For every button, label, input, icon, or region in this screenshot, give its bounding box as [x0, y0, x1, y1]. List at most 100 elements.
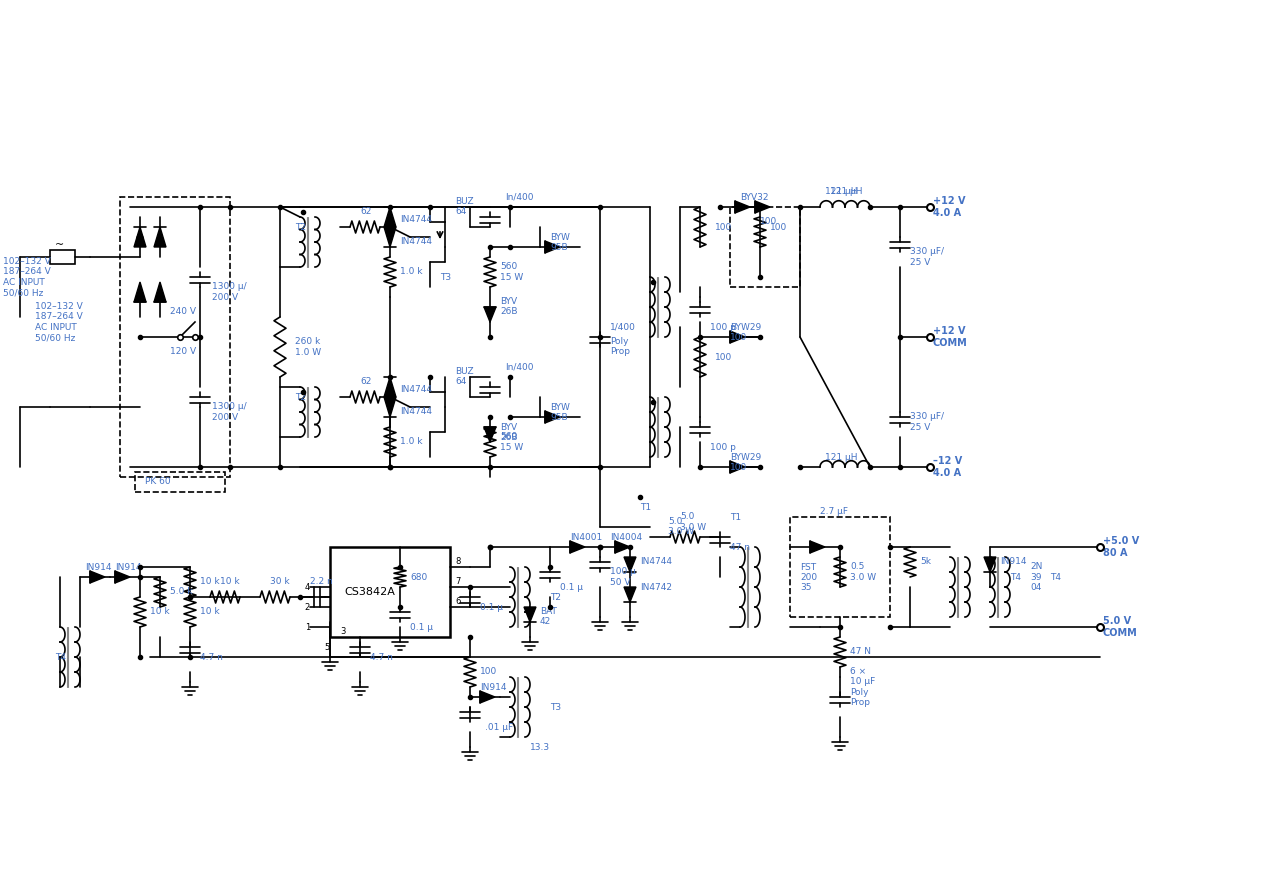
Text: 26B: 26B: [501, 308, 517, 317]
Text: 121 µH: 121 µH: [825, 453, 857, 461]
Text: 121 µH: 121 µH: [830, 188, 862, 196]
Text: 0.1 µ: 0.1 µ: [410, 623, 434, 631]
Polygon shape: [570, 541, 585, 553]
Text: 64: 64: [455, 377, 466, 387]
Text: 560
15 W: 560 15 W: [501, 262, 523, 282]
Text: 1.0 k: 1.0 k: [399, 438, 422, 446]
Polygon shape: [755, 201, 770, 213]
Polygon shape: [810, 541, 825, 553]
Text: 100 p: 100 p: [710, 323, 736, 332]
Text: CS3842A: CS3842A: [345, 587, 396, 597]
Text: BYW: BYW: [550, 232, 570, 241]
Text: BUZ: BUZ: [455, 197, 474, 206]
Text: 100: 100: [480, 667, 497, 676]
Text: 42: 42: [540, 617, 551, 626]
Text: 2: 2: [305, 602, 310, 611]
Text: Prop: Prop: [611, 347, 629, 356]
Text: 7: 7: [455, 577, 460, 587]
Text: 10 k: 10 k: [200, 608, 220, 617]
Text: 1300 µ/
200 V: 1300 µ/ 200 V: [212, 282, 246, 302]
Text: 102–132 V
187–264 V
AC INPUT
50/60 Hz: 102–132 V 187–264 V AC INPUT 50/60 Hz: [35, 302, 82, 342]
Text: IN4744: IN4744: [399, 215, 432, 224]
Text: IN914: IN914: [115, 562, 142, 572]
Polygon shape: [115, 571, 130, 583]
Text: 3: 3: [340, 628, 345, 637]
Polygon shape: [154, 227, 166, 247]
Bar: [120, 197, 230, 477]
Text: 5k: 5k: [920, 558, 932, 567]
Text: 10 k: 10 k: [220, 577, 240, 587]
Polygon shape: [731, 331, 744, 343]
Text: T3: T3: [440, 273, 451, 282]
Polygon shape: [154, 282, 166, 302]
Polygon shape: [616, 541, 629, 553]
Polygon shape: [90, 571, 105, 583]
Text: T4: T4: [1050, 573, 1060, 581]
Text: BAT: BAT: [540, 608, 557, 617]
Text: .01 µF: .01 µF: [485, 723, 513, 731]
Text: IN4744: IN4744: [399, 238, 432, 246]
Text: 1: 1: [305, 623, 310, 631]
Text: BYW: BYW: [550, 403, 570, 411]
Text: In/400: In/400: [506, 192, 533, 202]
Text: 10 k: 10 k: [150, 608, 169, 617]
Text: 8: 8: [455, 558, 460, 567]
Text: T3: T3: [550, 702, 561, 711]
Text: 6: 6: [455, 597, 460, 607]
Polygon shape: [484, 307, 495, 322]
Text: IN4742: IN4742: [640, 582, 672, 591]
Text: 4: 4: [305, 582, 310, 591]
Text: 6 ×
10 µF
Poly
Prop: 6 × 10 µF Poly Prop: [849, 667, 875, 707]
Text: PK 60: PK 60: [145, 477, 171, 487]
Polygon shape: [731, 461, 744, 473]
Text: 0.1 µ: 0.1 µ: [480, 602, 503, 611]
Text: IN4744: IN4744: [399, 384, 432, 394]
Text: 62: 62: [360, 377, 372, 387]
Text: 100: 100: [760, 217, 777, 226]
Text: Poly: Poly: [611, 338, 628, 346]
Text: IN4004: IN4004: [611, 532, 642, 541]
Text: 260 k
1.0 W: 260 k 1.0 W: [295, 338, 321, 357]
Text: 26B: 26B: [501, 432, 517, 441]
Text: 100: 100: [715, 223, 732, 232]
Polygon shape: [134, 282, 147, 302]
Polygon shape: [545, 241, 560, 253]
Text: IN4001: IN4001: [570, 532, 602, 541]
Text: In/400: In/400: [506, 362, 533, 372]
Text: 35: 35: [800, 582, 811, 591]
Text: IN4744: IN4744: [640, 558, 672, 567]
Text: 1300 µ/
200 V: 1300 µ/ 200 V: [212, 403, 246, 422]
Text: 2N
39
04: 2N 39 04: [1030, 562, 1043, 592]
Text: 4.7 n: 4.7 n: [200, 652, 222, 661]
Text: BYV: BYV: [501, 297, 517, 306]
Bar: [790, 517, 890, 617]
Polygon shape: [384, 207, 396, 227]
Text: 100 p: 100 p: [710, 443, 736, 452]
Bar: [135, 472, 225, 492]
Text: 1.0 k: 1.0 k: [399, 267, 422, 276]
Text: 47 n: 47 n: [731, 543, 750, 552]
Text: 100 µ
50 V: 100 µ 50 V: [611, 567, 636, 587]
Text: 330 µF/
25 V: 330 µF/ 25 V: [910, 247, 944, 267]
Polygon shape: [525, 607, 536, 622]
Text: 0.1 µ: 0.1 µ: [560, 582, 583, 591]
Bar: [731, 207, 800, 287]
Text: 120 V: 120 V: [169, 347, 196, 356]
Text: 0.5
3.0 W: 0.5 3.0 W: [849, 562, 876, 581]
Text: T4: T4: [56, 652, 66, 661]
Text: 680: 680: [410, 573, 427, 581]
Polygon shape: [384, 397, 396, 417]
Text: T2: T2: [550, 593, 561, 602]
Polygon shape: [134, 227, 147, 247]
Text: 5.0 k: 5.0 k: [169, 588, 192, 596]
Polygon shape: [480, 691, 495, 703]
Text: T2: T2: [295, 393, 306, 402]
Text: 13.3: 13.3: [530, 743, 550, 752]
Text: 30 k: 30 k: [270, 577, 289, 587]
Text: T4: T4: [1010, 573, 1021, 581]
Text: 330 µF/
25 V: 330 µF/ 25 V: [910, 412, 944, 431]
Text: +12 V
COMM: +12 V COMM: [933, 326, 968, 348]
Text: 5.0
3.0 W: 5.0 3.0 W: [680, 512, 707, 531]
Polygon shape: [624, 587, 636, 602]
Text: +12 V
4.0 A: +12 V 4.0 A: [933, 196, 966, 217]
